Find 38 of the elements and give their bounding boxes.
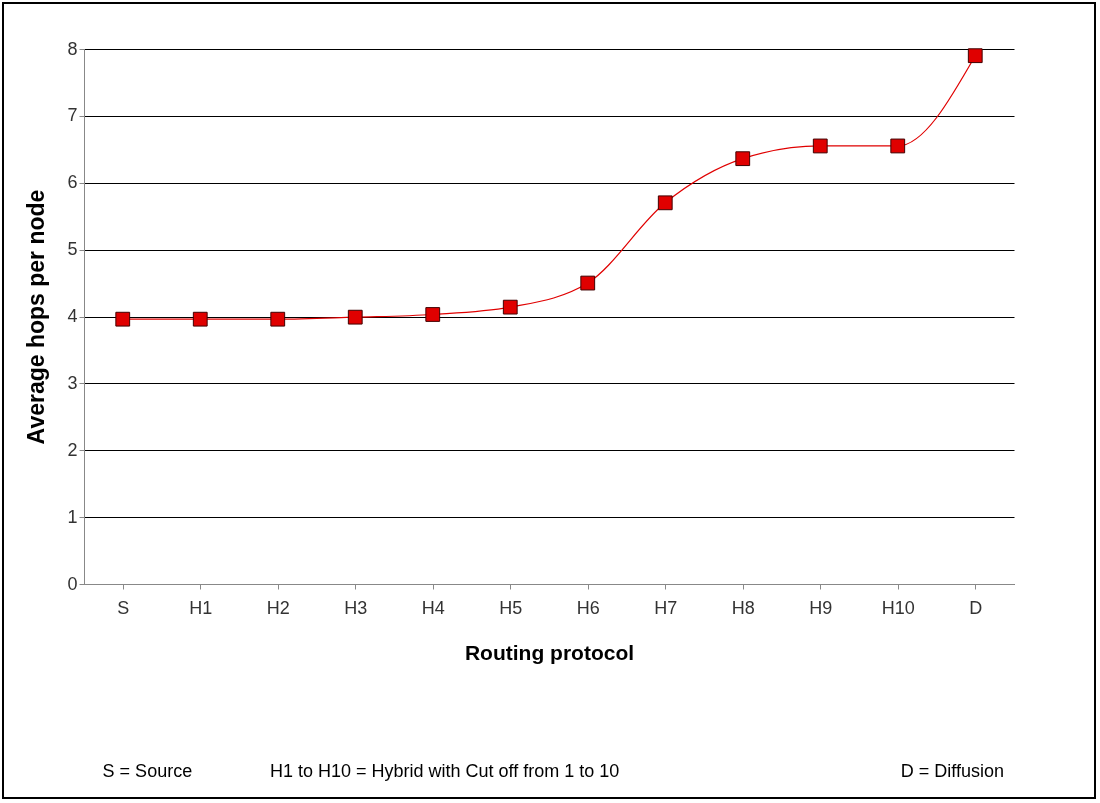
- point: [115, 311, 131, 327]
- text: H1 to H10 = Hybrid with Cut off from 1 to 10: [270, 761, 620, 781]
- x-tick-label: H3: [344, 597, 368, 618]
- point: [580, 275, 596, 291]
- y-tick-label: 8: [67, 38, 78, 59]
- point: [425, 307, 441, 322]
- point: [657, 195, 673, 211]
- x-tick-label: H4: [421, 597, 445, 618]
- x-tick-label: H2: [266, 597, 290, 618]
- text: D = Diffusion: [900, 761, 1004, 781]
- x-tick-label: D: [969, 597, 983, 618]
- point: [270, 311, 286, 327]
- x-tick-label: S: [117, 597, 130, 618]
- x-axis-title: Routing protocol: [464, 640, 635, 664]
- y-axis-title: Average hops per node: [23, 189, 50, 445]
- y-tick-label: 4: [67, 306, 78, 326]
- point: [347, 309, 363, 325]
- point: [967, 48, 983, 64]
- x-tick-label: H10: [881, 597, 915, 618]
- x-tick-label: H8: [731, 597, 755, 618]
- x-tick-label: H9: [809, 597, 833, 618]
- point: [735, 151, 751, 167]
- point: [502, 299, 518, 315]
- y-tick-label: 2: [67, 439, 78, 460]
- y-tick-label: 6: [67, 172, 78, 193]
- point: [812, 138, 828, 154]
- point: [192, 311, 208, 327]
- y-tick-label: 7: [67, 105, 78, 126]
- text: S = Source: [102, 761, 193, 781]
- y-tick-label: 5: [67, 239, 78, 260]
- y-tick-label: 0: [67, 573, 78, 594]
- x-tick-label: H5: [499, 597, 523, 618]
- x-tick-label: H1: [189, 597, 213, 618]
- point: [890, 138, 906, 154]
- x-tick-label: H6: [576, 597, 600, 618]
- x-tick-label: H7: [654, 597, 678, 618]
- y-tick-label: 3: [67, 372, 78, 393]
- y-tick-label: 1: [67, 506, 78, 527]
